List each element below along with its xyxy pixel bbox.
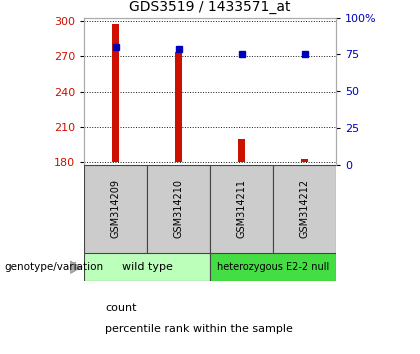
Bar xyxy=(301,159,308,162)
Text: GSM314211: GSM314211 xyxy=(236,179,247,238)
Polygon shape xyxy=(71,261,81,273)
Bar xyxy=(210,253,336,281)
Text: GSM314209: GSM314209 xyxy=(110,179,121,238)
Bar xyxy=(112,24,119,162)
Bar xyxy=(84,165,147,253)
Bar xyxy=(84,253,210,281)
Text: GSM314210: GSM314210 xyxy=(173,179,184,238)
Title: GDS3519 / 1433571_at: GDS3519 / 1433571_at xyxy=(129,0,291,14)
Bar xyxy=(210,165,273,253)
Text: heterozygous E2-2 null: heterozygous E2-2 null xyxy=(217,262,329,272)
Text: genotype/variation: genotype/variation xyxy=(4,262,103,272)
Bar xyxy=(175,52,182,162)
Bar xyxy=(147,165,210,253)
Bar xyxy=(238,139,245,162)
Text: percentile rank within the sample: percentile rank within the sample xyxy=(105,324,293,334)
Text: count: count xyxy=(105,303,136,313)
Text: GSM314212: GSM314212 xyxy=(299,179,310,239)
Text: wild type: wild type xyxy=(121,262,173,272)
Bar xyxy=(273,165,336,253)
